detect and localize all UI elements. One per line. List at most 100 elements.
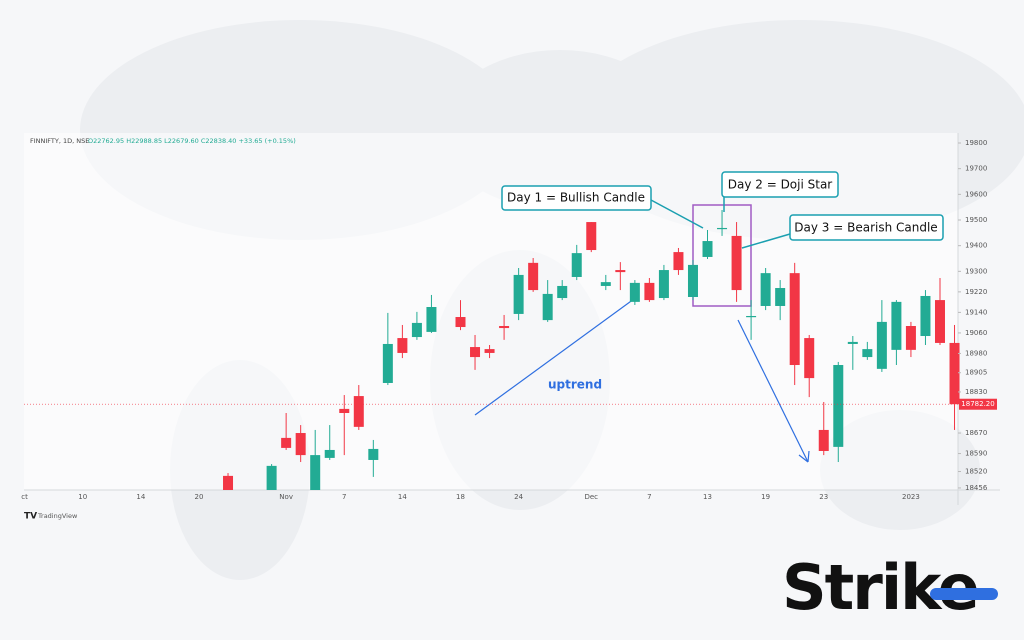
- candle-body: [281, 437, 292, 448]
- x-tick-label: 7: [342, 493, 346, 501]
- callout-line: [741, 233, 791, 249]
- candle-body: [876, 321, 887, 369]
- candle-body: [717, 227, 728, 230]
- callout-box: [501, 185, 652, 211]
- candle-body: [266, 465, 277, 490]
- candle-body: [571, 253, 582, 277]
- candle-body: [223, 475, 234, 490]
- y-tick-label: 19400: [965, 242, 987, 250]
- x-tick-label: 2023: [902, 493, 920, 501]
- callout-text: Day 1 = Bullish Candle: [507, 191, 645, 205]
- x-tick-label: 19: [761, 493, 770, 501]
- x-tick-label: 13: [703, 493, 712, 501]
- candle-body: [600, 282, 611, 286]
- x-tick-label: Dec: [584, 493, 598, 501]
- y-tick-label: 19300: [965, 267, 987, 275]
- y-tick-label: 19500: [965, 216, 987, 224]
- candle-body: [499, 326, 510, 329]
- candle-body: [905, 326, 916, 350]
- brand-logo: Strike: [782, 551, 998, 624]
- candle-body: [586, 222, 597, 251]
- candle-body: [542, 293, 553, 321]
- candle-body: [891, 301, 902, 350]
- y-tick-label: 19800: [965, 139, 987, 147]
- x-tick-label: 23: [819, 493, 828, 501]
- candle-body: [920, 295, 931, 337]
- x-tick-label: 14: [136, 493, 145, 501]
- candle-body: [528, 262, 539, 291]
- candle-body: [949, 342, 960, 405]
- candle-body: [629, 282, 640, 302]
- y-tick-label: 18830: [965, 388, 987, 396]
- y-tick-label: 19140: [965, 308, 987, 316]
- candle-body: [760, 273, 771, 306]
- candle-body: [426, 307, 437, 332]
- callout-text: Day 2 = Doji Star: [728, 178, 833, 192]
- candle-body: [934, 300, 945, 343]
- candle-body: [557, 285, 568, 299]
- candle-body: [310, 455, 321, 490]
- callout-line: [650, 199, 704, 229]
- y-tick-label: 18520: [965, 468, 987, 476]
- candle-body: [353, 396, 364, 427]
- candle-body: [368, 448, 379, 460]
- candle-body: [687, 264, 698, 297]
- pattern-box: [692, 204, 752, 307]
- candle-body: [382, 343, 393, 383]
- candle-body: [470, 347, 481, 358]
- candle-body: [775, 288, 786, 306]
- x-tick-label: 20: [194, 493, 203, 501]
- tv-mark: TV: [24, 512, 37, 522]
- candle-body: [324, 449, 335, 458]
- candle-body: [804, 338, 815, 379]
- y-tick-label: 18590: [965, 450, 987, 458]
- callout-box: [721, 171, 839, 198]
- candle-body: [615, 270, 626, 273]
- x-tick-label: Nov: [279, 493, 293, 501]
- y-tick-label: 18980: [965, 349, 987, 357]
- candle-body: [455, 317, 466, 328]
- downtrend-arrow: [737, 319, 809, 463]
- symbol-header: FINNIFTY, 1D, NSE: [30, 137, 89, 145]
- candle-body: [862, 349, 873, 358]
- candle-body: [818, 429, 829, 451]
- x-tick-label: ct: [21, 493, 28, 501]
- callout-box: [789, 214, 944, 241]
- candle-body: [295, 433, 306, 456]
- candle-body: [702, 241, 713, 257]
- last-price-label: 18782.20: [961, 400, 994, 408]
- y-tick-label: 19600: [965, 190, 987, 198]
- candle-body: [513, 274, 524, 314]
- candle-body: [673, 252, 684, 271]
- brand-accent: [930, 588, 998, 600]
- candle-body: [644, 282, 655, 301]
- y-tick-label: 18905: [965, 369, 987, 377]
- candle-body: [731, 235, 742, 291]
- y-tick-label: 19060: [965, 329, 987, 337]
- x-tick-label: 7: [647, 493, 651, 501]
- x-tick-label: 14: [398, 493, 407, 501]
- x-tick-label: 10: [78, 493, 87, 501]
- candle-body: [833, 365, 844, 447]
- candle-body: [658, 270, 669, 299]
- candles: [223, 209, 960, 490]
- y-tick-label: 19220: [965, 288, 987, 296]
- uptrend-label: uptrend: [548, 378, 602, 392]
- y-tick-label: 19700: [965, 165, 987, 173]
- x-tick-label: 24: [514, 493, 523, 501]
- y-tick-label: 18670: [965, 429, 987, 437]
- y-tick-label: 18456: [965, 484, 988, 492]
- tv-source: TradingView: [37, 512, 78, 520]
- candle-body: [484, 349, 495, 353]
- arrow-head: [798, 450, 810, 463]
- candle-body: [746, 315, 757, 318]
- candle-body: [411, 322, 422, 338]
- candle-body: [789, 273, 800, 366]
- candle-body: [847, 341, 858, 344]
- ohlc-readout: O22762.95 H22988.85 L22679.60 C22838.40 …: [88, 137, 296, 145]
- candle-body: [397, 338, 408, 353]
- brand-text: Strike: [782, 551, 978, 624]
- callout-text: Day 3 = Bearish Candle: [794, 221, 937, 235]
- last-price-tag: [959, 398, 997, 410]
